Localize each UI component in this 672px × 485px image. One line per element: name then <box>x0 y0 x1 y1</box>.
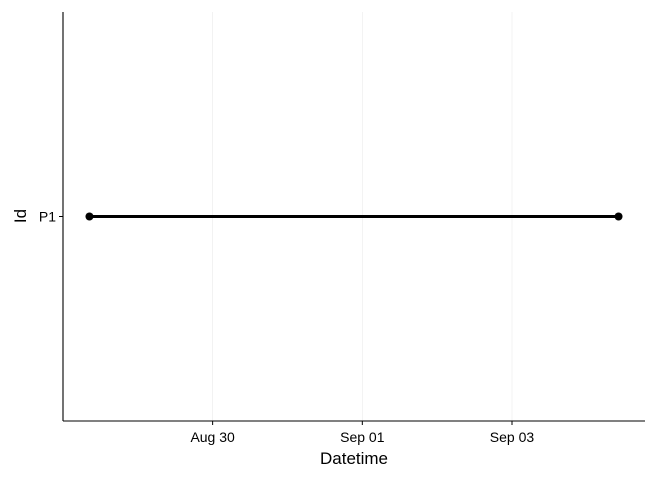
x-ticks: Aug 30 Sep 01 Sep 03 <box>190 421 534 445</box>
y-tick-label: P1 <box>39 209 56 225</box>
x-tick-label: Sep 01 <box>340 429 385 445</box>
data-point <box>85 212 94 221</box>
x-axis-title: Datetime <box>320 449 388 468</box>
data-point <box>614 212 623 221</box>
y-ticks: P1 <box>39 209 63 225</box>
series-marks <box>85 212 623 221</box>
y-axis-title: Id <box>11 209 30 223</box>
x-tick-label: Sep 03 <box>490 429 535 445</box>
x-tick-label: Aug 30 <box>190 429 235 445</box>
